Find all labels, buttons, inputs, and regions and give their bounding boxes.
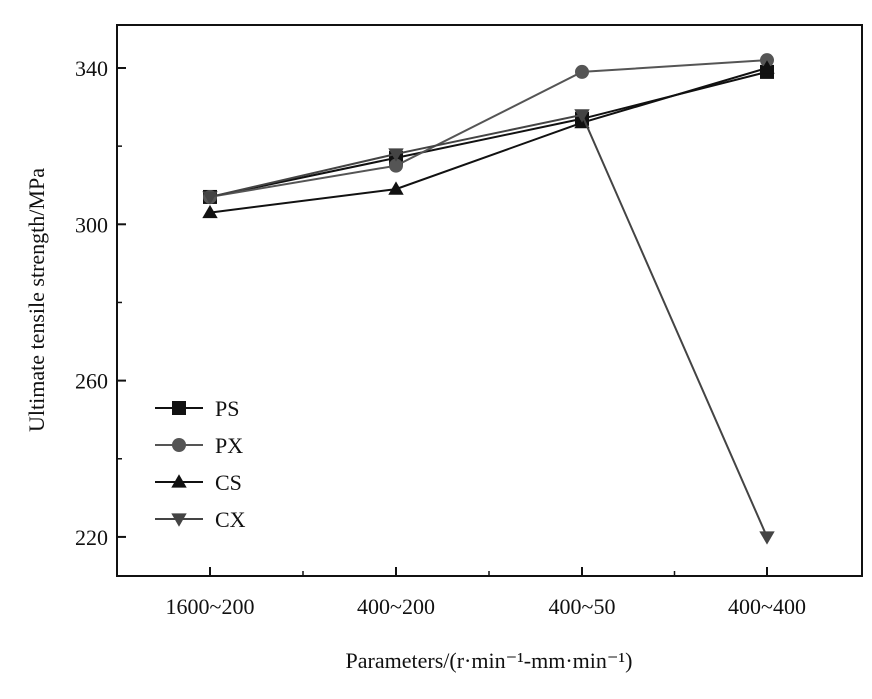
legend-marker <box>171 474 187 488</box>
y-tick-label: 340 <box>75 56 108 81</box>
data-point-cs <box>388 181 404 195</box>
series-cs <box>202 60 775 219</box>
data-point-px <box>760 53 774 68</box>
legend-marker <box>172 401 186 415</box>
legend-item-px: PX <box>155 433 243 458</box>
legend-marker <box>172 438 186 452</box>
legend-item-cx: CX <box>155 507 246 532</box>
data-point-cx <box>202 191 218 205</box>
series-line-px <box>209 59 768 198</box>
series-layer <box>202 53 775 545</box>
legend-label: CX <box>215 507 246 532</box>
series-cx <box>202 109 775 545</box>
data-point-cx <box>759 531 775 545</box>
y-tick-label: 220 <box>75 525 108 550</box>
legend-label: PX <box>215 433 243 458</box>
legend: PS PX CS CX <box>155 396 246 532</box>
data-point-cs <box>202 204 218 219</box>
x-axis: 1600~200 400~200 400~50 400~400 <box>166 567 806 619</box>
data-point-cs <box>759 60 775 74</box>
series-line-cx <box>209 113 768 538</box>
legend-marker <box>171 513 187 527</box>
data-point-cx <box>574 109 590 123</box>
y-axis: 220 260 300 340 <box>75 56 126 550</box>
legend-item-cs: CS <box>155 470 242 495</box>
x-tick-label: 400~50 <box>549 594 616 619</box>
y-axis-title: Ultimate tensile strength/MPa <box>24 168 49 432</box>
legend-label: CS <box>215 470 242 495</box>
y-tick-label: 260 <box>75 369 108 394</box>
x-tick-label: 400~400 <box>728 594 806 619</box>
x-axis-title: Parameters/(r·min⁻¹-mm·min⁻¹) <box>346 648 633 673</box>
x-tick-label: 400~200 <box>357 594 435 619</box>
x-tick-label: 1600~200 <box>166 594 255 619</box>
data-point-px <box>575 64 589 79</box>
series-line-cs <box>209 67 768 214</box>
data-point-px <box>389 158 403 173</box>
data-point-cx <box>388 148 404 162</box>
legend-label: PS <box>215 396 239 421</box>
legend-item-ps: PS <box>155 396 239 421</box>
y-tick-label: 300 <box>75 212 108 237</box>
